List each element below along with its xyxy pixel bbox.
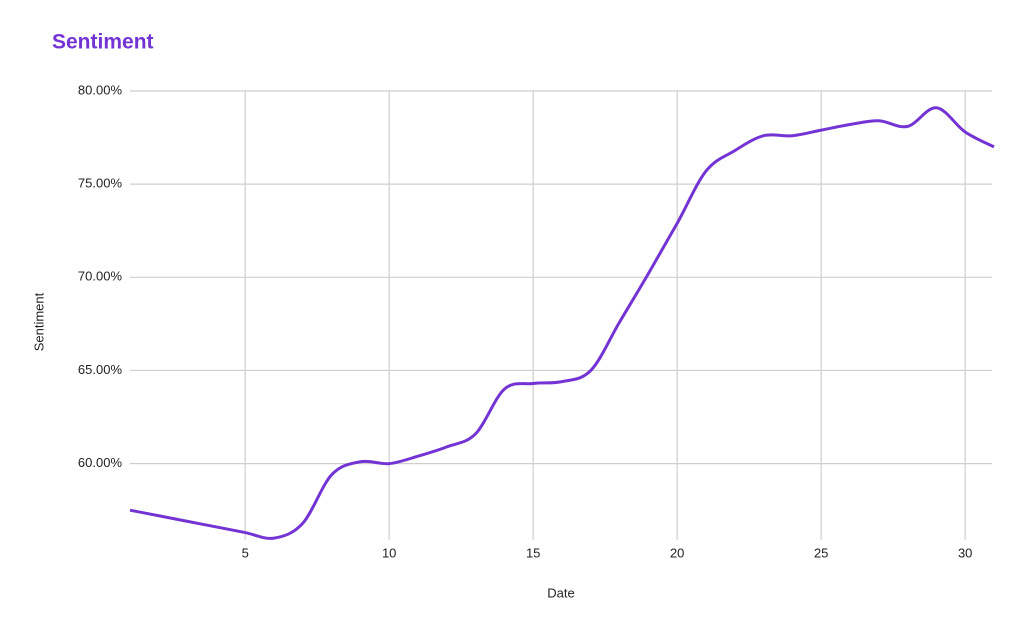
x-tick-label: 25	[814, 545, 828, 560]
x-tick-label: 5	[242, 545, 249, 560]
x-tick-label: 15	[526, 545, 540, 560]
x-axis-label: Date	[547, 585, 574, 600]
chart-title: Sentiment	[52, 31, 154, 54]
y-tick-label: 60.00%	[78, 455, 123, 470]
y-tick-label: 75.00%	[78, 176, 123, 191]
x-tick-label: 10	[382, 545, 396, 560]
x-tick-label: 30	[958, 545, 972, 560]
y-tick-label: 80.00%	[78, 82, 123, 97]
x-tick-label: 20	[670, 545, 684, 560]
series-line	[129, 106, 995, 540]
y-axis-label: Sentiment	[31, 292, 46, 351]
y-tick-label: 65.00%	[78, 362, 123, 377]
y-tick-label: 70.00%	[78, 269, 123, 284]
